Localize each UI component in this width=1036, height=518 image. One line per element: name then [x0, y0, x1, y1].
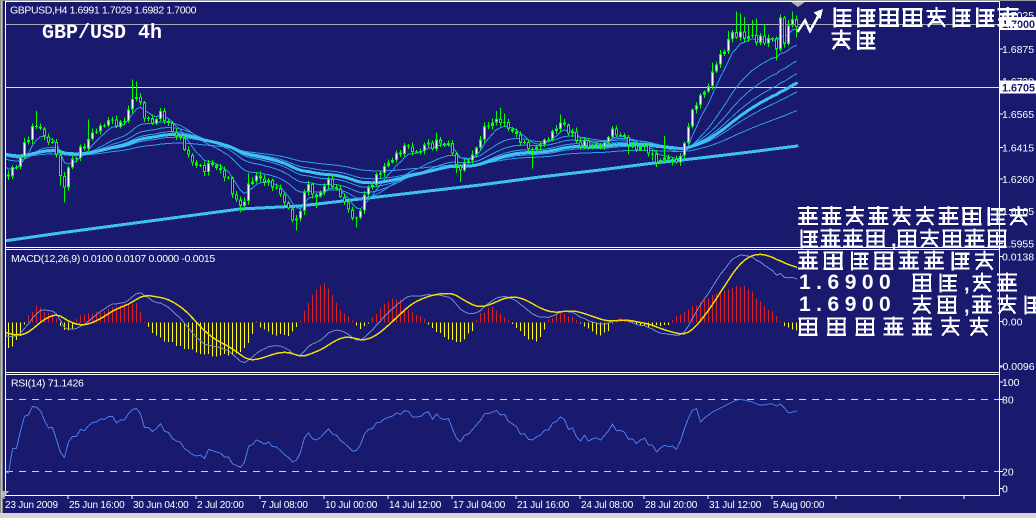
svg-text:28 Jul 20:00: 28 Jul 20:00: [645, 500, 698, 511]
svg-text:5 Aug 00:00: 5 Aug 00:00: [773, 500, 825, 511]
svg-text:,: ,: [964, 274, 970, 296]
svg-text:10 Jul 00:00: 10 Jul 00:00: [325, 500, 378, 511]
svg-text:GBP/USD 4h: GBP/USD 4h: [42, 22, 162, 45]
svg-text:0: 0: [1002, 484, 1008, 496]
svg-text:30 Jun 04:00: 30 Jun 04:00: [133, 500, 189, 511]
svg-text:14 Jul 12:00: 14 Jul 12:00: [389, 500, 442, 511]
svg-text:1.6705: 1.6705: [1002, 82, 1035, 94]
svg-text:1.5955: 1.5955: [1002, 239, 1034, 251]
svg-text:21 Jul 16:00: 21 Jul 16:00: [517, 500, 570, 511]
svg-text:1.6900: 1.6900: [799, 293, 896, 316]
svg-text:0.0138: 0.0138: [1002, 252, 1034, 264]
svg-text:1.7000: 1.7000: [1002, 19, 1035, 31]
svg-text:100: 100: [1002, 377, 1020, 389]
svg-text:,: ,: [891, 230, 897, 252]
svg-text:1.6875: 1.6875: [1002, 44, 1034, 56]
svg-text:MACD(12,26,9) 0.0100 0.0107 0.: MACD(12,26,9) 0.0100 0.0107 0.0000 -0.00…: [11, 253, 215, 265]
svg-text:,: ,: [964, 296, 970, 318]
svg-text:17 Jul 04:00: 17 Jul 04:00: [453, 500, 506, 511]
svg-text:1.6260: 1.6260: [1002, 174, 1034, 186]
svg-text:20: 20: [1002, 467, 1014, 479]
svg-text:24 Jul 08:00: 24 Jul 08:00: [581, 500, 634, 511]
svg-text:23 Jun 2009: 23 Jun 2009: [5, 500, 58, 511]
svg-text:25 Jun 16:00: 25 Jun 16:00: [69, 500, 125, 511]
svg-text:1.6900: 1.6900: [799, 271, 896, 294]
svg-text:7 Jul 08:00: 7 Jul 08:00: [261, 500, 308, 511]
svg-text:31 Jul 12:00: 31 Jul 12:00: [709, 500, 762, 511]
svg-text:1.6415: 1.6415: [1002, 143, 1034, 155]
svg-text:GBPUSD,H4 1.6991 1.7029 1.698: GBPUSD,H4 1.6991 1.7029 1.6982 1.7000: [10, 5, 197, 17]
svg-text:80: 80: [1002, 395, 1014, 407]
svg-text:1.6565: 1.6565: [1002, 109, 1034, 121]
svg-text:RSI(14) 71.1426: RSI(14) 71.1426: [11, 378, 84, 390]
svg-text:-0.0096: -0.0096: [999, 361, 1035, 373]
svg-text:2 Jul 20:00: 2 Jul 20:00: [197, 500, 244, 511]
svg-text:0.00: 0.00: [1002, 317, 1023, 329]
